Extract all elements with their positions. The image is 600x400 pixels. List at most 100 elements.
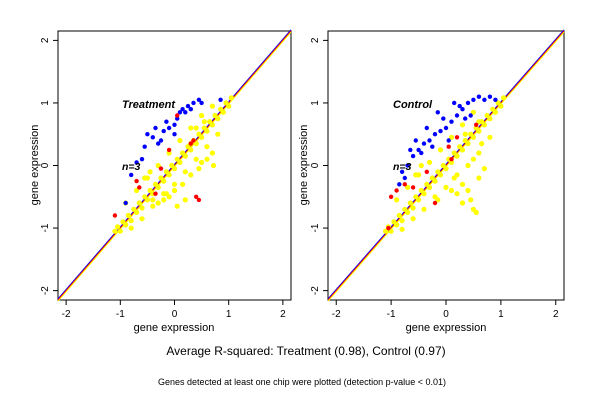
blue-point — [166, 125, 172, 131]
blue-point — [424, 125, 429, 131]
blue-point — [405, 163, 410, 168]
yellow-point — [410, 216, 416, 222]
x-tick-label: 0 — [443, 309, 449, 320]
yellow-point — [193, 141, 199, 147]
yellow-point — [407, 200, 413, 206]
x-tick-label: -2 — [62, 309, 71, 320]
yellow-point — [448, 134, 455, 140]
blue-point — [150, 135, 155, 140]
red-point — [194, 194, 199, 199]
yellow-point — [476, 150, 482, 156]
blue-point — [410, 153, 416, 159]
blue-point — [397, 182, 402, 187]
blue-point — [427, 138, 432, 143]
blue-point — [158, 138, 164, 143]
red-point — [449, 157, 454, 162]
yellow-point — [155, 184, 161, 190]
yellow-point — [435, 197, 441, 203]
yellow-point — [405, 184, 411, 190]
y-tick-label: -1 — [40, 223, 51, 232]
blue-point — [419, 150, 424, 156]
blue-point — [196, 97, 202, 103]
yellow-point — [465, 162, 471, 169]
yellow-point — [128, 225, 134, 231]
y-tick-label: 1 — [40, 100, 51, 106]
red-point — [474, 122, 479, 128]
yellow-point — [479, 141, 485, 147]
panel-title: Control — [393, 99, 433, 111]
yellow-point — [470, 134, 476, 140]
yellow-point — [226, 103, 232, 109]
yellow-point — [421, 191, 427, 197]
n-label: n=3 — [122, 161, 141, 173]
yellow-point — [174, 203, 180, 209]
yellow-point — [454, 153, 460, 159]
blue-point — [172, 132, 177, 137]
figure-note: Genes detected at least one chip were pl… — [158, 377, 446, 387]
yellow-point — [134, 187, 140, 194]
x-tick-label: 0 — [172, 309, 178, 320]
reference-line-blue — [327, 29, 565, 300]
blue-point — [482, 97, 487, 103]
yellow-point — [220, 109, 226, 115]
yellow-point — [470, 156, 476, 162]
yellow-point — [209, 122, 215, 128]
yellow-point — [399, 218, 405, 224]
y-tick-label: 0 — [310, 162, 321, 168]
red-point — [454, 135, 460, 140]
yellow-point — [432, 178, 438, 184]
blue-point — [468, 113, 473, 118]
yellow-point — [188, 125, 194, 131]
yellow-point — [492, 109, 498, 115]
yellow-point — [209, 150, 215, 156]
yellow-point — [473, 209, 479, 215]
yellow-point — [204, 128, 210, 134]
y-tick-label: -1 — [310, 223, 321, 232]
reference-lines — [57, 29, 292, 302]
blue-point — [454, 113, 460, 118]
blue-point — [177, 110, 183, 115]
blue-point — [145, 132, 150, 137]
yellow-point — [166, 150, 172, 156]
yellow-point — [201, 119, 207, 125]
yellow-point — [117, 228, 123, 234]
blue-point — [129, 172, 134, 178]
blue-point — [408, 147, 413, 153]
data-points — [383, 94, 507, 234]
y-tick-label: 1 — [310, 100, 321, 106]
yellow-point — [476, 175, 482, 181]
blue-point — [460, 107, 465, 112]
x-axis-ticks: -2 -1 0 1 2 — [332, 300, 559, 320]
yellow-point — [209, 103, 215, 109]
panel-treatment: -2 -1 0 1 2 -2 -1 0 1 2 Treatment n=3 gene expre… — [29, 29, 292, 334]
reference-line-red — [57, 30, 292, 301]
yellow-point — [481, 122, 487, 128]
y-tick-label: 0 — [40, 162, 51, 168]
red-point — [137, 185, 142, 190]
red-point — [402, 182, 407, 187]
reference-line-red — [327, 30, 565, 301]
yellow-point — [465, 187, 471, 194]
red-point — [388, 194, 394, 199]
x-axis-ticks: -2 -1 0 1 2 — [62, 300, 286, 320]
yellow-point — [163, 191, 169, 197]
yellow-point — [416, 197, 422, 203]
yellow-point — [468, 197, 474, 203]
blue-point — [463, 116, 468, 121]
yellow-point — [182, 197, 188, 203]
yellow-point — [410, 205, 416, 211]
y-axis-ticks: -2 -1 0 1 2 — [310, 37, 328, 295]
yellow-point — [199, 159, 205, 165]
yellow-point — [210, 162, 217, 169]
yellow-point — [155, 162, 161, 169]
x-tick-label: -2 — [332, 309, 341, 320]
yellow-point — [487, 134, 493, 140]
blue-point — [421, 141, 427, 146]
yellow-point — [501, 95, 507, 101]
yellow-point — [437, 172, 444, 178]
blue-point — [476, 94, 482, 99]
red-point — [188, 141, 193, 146]
yellow-point — [199, 112, 205, 119]
yellow-point — [139, 205, 145, 211]
panel-title: Treatment — [122, 99, 176, 111]
